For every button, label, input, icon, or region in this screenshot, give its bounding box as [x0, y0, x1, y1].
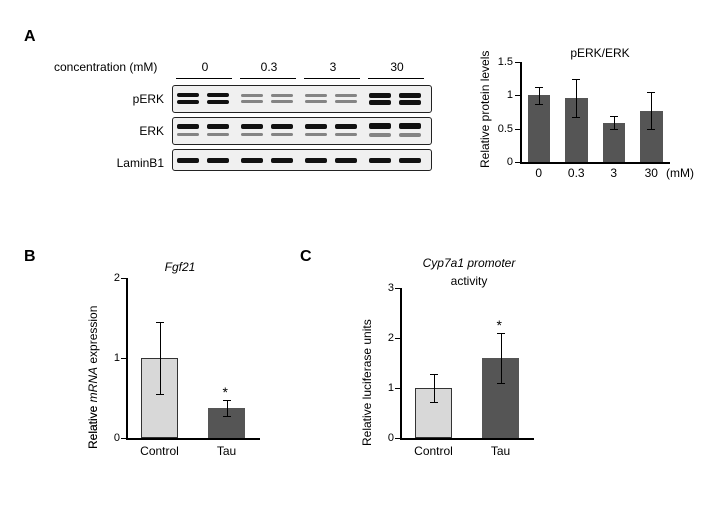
x-category: 30	[633, 166, 671, 180]
conc-underline	[240, 78, 296, 79]
row-label-perk: pERK	[120, 92, 164, 106]
bar	[528, 95, 551, 162]
x-axis	[400, 438, 534, 440]
x-axis-unit: (mM)	[666, 166, 694, 180]
significance-star: *	[497, 317, 502, 333]
x-category: Control	[400, 444, 467, 458]
row-label-laminb1: LaminB1	[108, 156, 164, 170]
conc-1: 0.3	[238, 60, 300, 74]
conc-2: 3	[302, 60, 364, 74]
x-category: 0.3	[558, 166, 596, 180]
panel-c-chart: Cyp7a1 promoter activity 0 1 2 3 * Relat…	[344, 264, 564, 484]
panel-b-chart: Fgf21 0 1 2 * Relative Relative mRNA exp…	[70, 264, 270, 484]
y-axis-title: Relative protein levels	[478, 51, 492, 168]
blot-perk	[172, 85, 432, 113]
x-axis	[126, 438, 260, 440]
y-axis-title-c: Relative luciferase units	[360, 319, 374, 446]
x-category: Tau	[193, 444, 260, 458]
y-axis	[520, 62, 522, 162]
y-axis	[400, 288, 402, 438]
y-axis-title-b: Relative mRNA expression	[86, 306, 100, 449]
blot-erk	[172, 117, 432, 145]
conc-underline	[304, 78, 360, 79]
panel-c-label: C	[300, 248, 312, 266]
conc-3: 30	[366, 60, 428, 74]
conc-underline	[176, 78, 232, 79]
x-axis	[520, 162, 670, 164]
chart-b-title: Fgf21	[110, 260, 250, 274]
x-category: 3	[595, 166, 633, 180]
row-label-erk: ERK	[120, 124, 164, 138]
chart-c-title-trailing2: activity	[451, 274, 488, 288]
panel-b-label: B	[24, 248, 36, 266]
panel-a-chart: pERK/ERK 0 0.5 1 1.5 Relative protein le…	[480, 52, 680, 192]
chart-c-title-gene: Cyp7a1 promoter	[423, 256, 516, 270]
x-category: Tau	[467, 444, 534, 458]
blot-laminb1	[172, 149, 432, 171]
conc-0: 0	[174, 60, 236, 74]
panel-a-label: A	[24, 28, 36, 46]
x-category: 0	[520, 166, 558, 180]
concentration-label: concentration (mM)	[54, 60, 157, 74]
chart-a-title: pERK/ERK	[540, 46, 660, 60]
x-category: Control	[126, 444, 193, 458]
y-axis	[126, 278, 128, 438]
chart-c-title: Cyp7a1 promoter activity	[374, 254, 564, 290]
conc-underline	[368, 78, 424, 79]
significance-star: *	[223, 384, 228, 400]
